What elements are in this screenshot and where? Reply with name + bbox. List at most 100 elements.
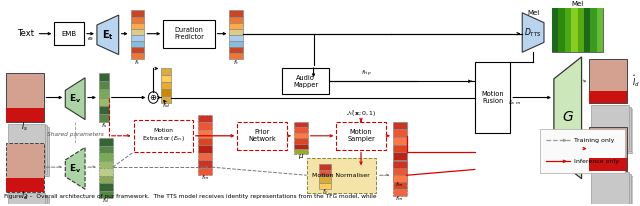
Polygon shape [65, 147, 85, 189]
Bar [393, 160, 406, 167]
Bar [589, 158, 627, 171]
Text: Motion
Fusion: Motion Fusion [481, 91, 504, 104]
Bar [393, 175, 406, 182]
Bar [540, 129, 625, 173]
Bar [282, 68, 330, 94]
Bar [336, 122, 386, 150]
Bar [198, 138, 212, 145]
Bar [10, 195, 47, 206]
Bar [131, 41, 145, 47]
Bar [578, 8, 584, 52]
Bar [163, 20, 214, 48]
Text: $f_{hip}$: $f_{hip}$ [360, 69, 371, 79]
Bar [571, 8, 578, 52]
Bar [99, 114, 109, 122]
Bar [230, 29, 243, 35]
Bar [99, 161, 113, 168]
Bar [591, 8, 597, 52]
Text: Text: Text [17, 29, 34, 38]
Bar [593, 107, 631, 151]
Bar [230, 16, 243, 23]
Bar [589, 91, 627, 103]
Bar [12, 127, 49, 176]
Text: $f_t$: $f_t$ [134, 58, 141, 67]
Bar [198, 122, 212, 130]
Text: $f_m$: $f_m$ [396, 194, 404, 203]
Text: $\mathcal{N}(\mathbf{x}; 0, 1)$: $\mathcal{N}(\mathbf{x}; 0, 1)$ [346, 108, 376, 118]
Bar [552, 8, 604, 52]
Bar [99, 89, 109, 97]
Bar [393, 137, 406, 144]
Text: $e_t$: $e_t$ [87, 35, 95, 43]
Text: $G$: $G$ [562, 110, 573, 124]
Bar [131, 11, 145, 16]
Text: Mel: Mel [527, 10, 540, 16]
Text: Figure 2 –  Overall architecture of our framework.  The TTS model receives ident: Figure 2 – Overall architecture of our f… [4, 194, 376, 199]
Bar [230, 53, 243, 59]
Bar [591, 105, 629, 149]
Bar [584, 8, 591, 52]
Bar [131, 29, 145, 35]
Bar [6, 108, 44, 122]
Bar [393, 152, 406, 160]
Bar [6, 143, 44, 192]
Bar [294, 127, 308, 133]
Bar [595, 109, 633, 153]
Bar [99, 97, 109, 106]
Text: $\hat{I}_d$: $\hat{I}_d$ [632, 73, 640, 89]
Bar [294, 149, 308, 154]
Text: $f_m$: $f_m$ [396, 180, 404, 189]
Bar [230, 11, 243, 16]
Bar [6, 73, 44, 122]
Text: $f_c$: $f_c$ [322, 187, 329, 196]
Bar [131, 53, 145, 59]
Bar [99, 73, 109, 81]
Bar [589, 59, 627, 103]
Bar [99, 191, 113, 198]
Text: $\mathbf{E_v}$: $\mathbf{E_v}$ [69, 162, 81, 174]
Text: Motion
Extractor ($E_m$): Motion Extractor ($E_m$) [141, 128, 185, 143]
Bar [99, 183, 113, 191]
Bar [552, 8, 558, 52]
Text: Audio
Mapper: Audio Mapper [293, 75, 318, 88]
Text: $\mathbf{E_t}$: $\mathbf{E_t}$ [102, 28, 114, 42]
Bar [230, 47, 243, 53]
Bar [393, 189, 406, 196]
Bar [597, 8, 604, 52]
Bar [294, 133, 308, 138]
Bar [393, 161, 406, 168]
Text: $\oplus$: $\oplus$ [149, 93, 157, 102]
Text: Inference only: Inference only [573, 159, 619, 164]
Bar [198, 168, 212, 175]
Bar [393, 168, 406, 175]
Bar [319, 183, 332, 189]
Bar [393, 144, 406, 152]
Bar [393, 122, 406, 129]
Bar [294, 138, 308, 144]
Bar [161, 68, 171, 75]
Text: $f_d$: $f_d$ [102, 196, 109, 205]
Bar [8, 193, 45, 206]
Text: Prior
Network: Prior Network [248, 129, 276, 142]
Bar [558, 8, 564, 52]
Text: EMB: EMB [61, 31, 77, 37]
Bar [393, 175, 406, 182]
Bar [12, 197, 49, 206]
Bar [230, 23, 243, 29]
Bar [99, 146, 113, 153]
Text: Training only: Training only [573, 138, 614, 143]
Bar [393, 129, 406, 137]
Bar [589, 126, 627, 171]
Bar [161, 82, 171, 89]
Text: Duration
Predictor: Duration Predictor [174, 27, 204, 40]
Bar [475, 62, 510, 133]
Bar [319, 176, 332, 183]
Bar [198, 130, 212, 138]
Bar [198, 153, 212, 160]
Bar [319, 170, 332, 176]
Bar [99, 81, 109, 89]
Polygon shape [97, 15, 118, 55]
Bar [198, 160, 212, 168]
Text: $\mathbf{E_v}$: $\mathbf{E_v}$ [69, 92, 81, 105]
Bar [8, 124, 45, 172]
